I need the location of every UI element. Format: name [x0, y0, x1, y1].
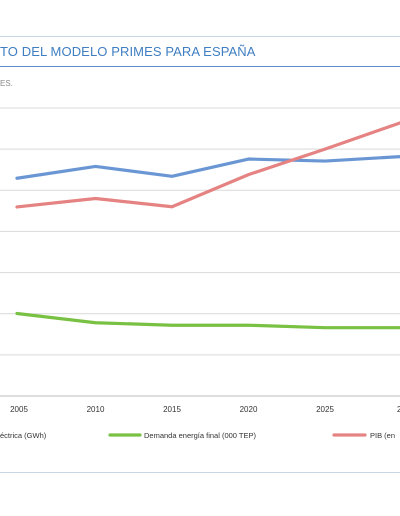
legend-label: éctrica (GWh): [0, 431, 47, 440]
x-tick-label: 2015: [163, 405, 181, 414]
gridlines: [0, 107, 400, 397]
x-tick-label: 2005: [10, 405, 28, 414]
x-tick-label: 2020: [240, 405, 258, 414]
x-tick-label: 2010: [87, 405, 105, 414]
legend: éctrica (GWh) Demanda energía final (000 …: [0, 431, 395, 440]
chart-title: TO DEL MODELO PRIMES PARA ESPAÑA: [0, 44, 256, 59]
x-axis-ticks: 2005 2010 2015 2020 2025 20: [10, 405, 400, 414]
title-rule: [0, 66, 400, 67]
series-line-1: [15, 311, 400, 330]
chart-subtitle: ES.: [0, 79, 13, 88]
series-lines: [15, 121, 400, 330]
x-tick-label: 20: [397, 405, 400, 414]
top-rule: [0, 36, 400, 37]
x-tick-label: 2025: [316, 405, 334, 414]
legend-label: Demanda energía final (000 TEP): [144, 431, 257, 440]
series-line-2: [15, 121, 400, 209]
legend-label: PIB (en: [370, 431, 395, 440]
bottom-rule: [0, 472, 400, 473]
series-line-0: [15, 155, 400, 180]
